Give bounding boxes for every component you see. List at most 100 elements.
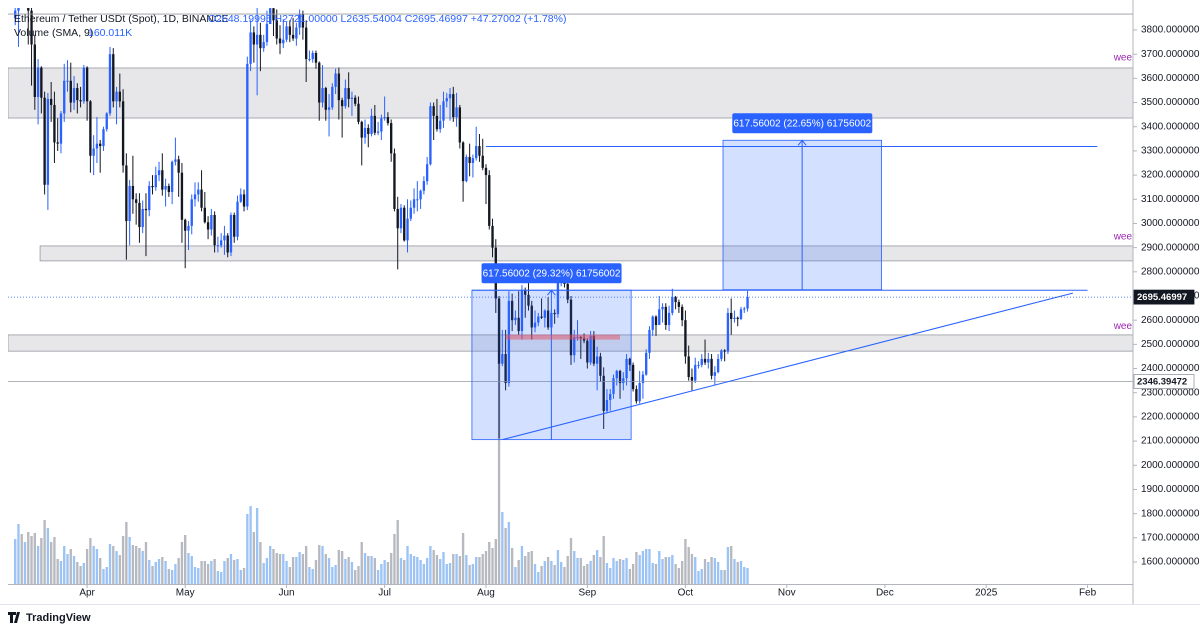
measure-label-box xyxy=(481,263,622,284)
candle-body xyxy=(197,189,200,195)
candle-body xyxy=(128,185,131,222)
candle-body xyxy=(174,159,177,162)
volume-bar xyxy=(618,559,622,584)
volume-bar xyxy=(17,524,20,584)
volume-bar xyxy=(514,567,517,584)
candle-body xyxy=(246,63,249,207)
candle-body xyxy=(595,356,599,364)
x-tick-label: Nov xyxy=(778,588,796,599)
y-tick-label: 2600.000000 xyxy=(1141,315,1200,326)
volume-bar xyxy=(720,570,723,584)
volume-bar xyxy=(262,563,265,584)
candle-body xyxy=(151,185,154,188)
candle-body xyxy=(429,106,432,165)
volume-bar xyxy=(736,562,739,584)
volume-bar xyxy=(59,561,63,584)
candle-body xyxy=(269,8,272,24)
volume-bar xyxy=(478,557,481,584)
candle-body xyxy=(425,164,429,182)
candle-body xyxy=(537,316,540,323)
volume-bar xyxy=(79,566,82,584)
candle-body xyxy=(33,44,36,97)
candle-body xyxy=(465,156,468,182)
volume-bar xyxy=(455,554,458,584)
candle-body xyxy=(658,309,661,326)
volume-bar xyxy=(664,557,667,584)
volume-bar xyxy=(161,557,164,584)
volume-bar xyxy=(360,542,363,584)
candle-body xyxy=(406,218,409,241)
volume-bar xyxy=(66,554,69,584)
volume-bar xyxy=(651,563,654,584)
volume-bar xyxy=(631,564,635,584)
volume-bar xyxy=(412,556,416,584)
candle-body xyxy=(210,214,213,230)
candle-body xyxy=(49,98,53,105)
volume-bar xyxy=(216,571,220,584)
candle-body xyxy=(726,312,730,352)
candle-body xyxy=(340,100,344,107)
volume-bar xyxy=(308,567,311,584)
volume-bar xyxy=(14,539,17,584)
candle-body xyxy=(700,358,703,365)
candle-body xyxy=(337,73,341,101)
candle-body xyxy=(746,297,749,309)
volume-bar xyxy=(337,550,341,584)
volume-bar xyxy=(226,558,229,584)
volume-bar xyxy=(677,568,681,584)
volume-bar xyxy=(533,564,537,584)
volume-bar xyxy=(291,557,295,584)
candle-body xyxy=(389,123,393,154)
candle-body xyxy=(357,103,360,122)
candle-body xyxy=(308,59,311,61)
candle-body xyxy=(386,117,390,124)
candle-body xyxy=(154,175,157,188)
x-tick-label: Jul xyxy=(378,588,391,599)
volume-bar xyxy=(409,554,412,584)
volume-bar xyxy=(432,550,435,584)
y-tick-label: 2900.000000 xyxy=(1141,242,1200,253)
y-tick-label: 3700.000000 xyxy=(1141,49,1200,60)
volume-bar xyxy=(550,561,553,584)
candle-body xyxy=(452,94,455,118)
candle-body xyxy=(288,26,291,35)
candle-body xyxy=(383,117,386,119)
volume-bar xyxy=(599,557,602,584)
candle-body xyxy=(478,146,481,156)
volume-bar xyxy=(612,558,615,584)
candle-body xyxy=(331,86,334,108)
volume-bar xyxy=(743,567,746,584)
volume-bar xyxy=(376,570,380,584)
volume-bar xyxy=(393,534,396,584)
y-tick-label: 3400.000000 xyxy=(1141,121,1200,132)
volume-bar xyxy=(540,566,543,584)
candle-body xyxy=(739,309,743,319)
plot-area: 617.56002 (29.32%) 61756002 617.56002 (22… xyxy=(8,8,1133,584)
volume-bar xyxy=(350,562,354,584)
candle-body xyxy=(190,199,193,226)
candle-body xyxy=(40,67,43,98)
volume-bar xyxy=(363,553,367,584)
volume-bar xyxy=(635,552,638,584)
candle-body xyxy=(236,201,239,237)
volume-bar xyxy=(203,561,206,584)
candle-body xyxy=(468,156,471,164)
volume-title: Volume (SMA, 9) xyxy=(14,27,93,39)
candle-body xyxy=(170,161,174,193)
volume-bar xyxy=(180,542,184,584)
volume-bar xyxy=(213,559,216,584)
candle-body xyxy=(599,356,602,376)
volume-bar xyxy=(118,555,121,584)
candle-body xyxy=(488,175,491,226)
volume-bar xyxy=(491,548,494,584)
volume-bar xyxy=(20,534,23,584)
volume-bar xyxy=(716,562,720,584)
candle-body xyxy=(318,62,321,103)
candle-body xyxy=(661,306,664,310)
volume-bar xyxy=(187,553,190,584)
volume-bar xyxy=(448,563,452,584)
candle-body xyxy=(527,294,530,306)
volume-bar xyxy=(703,559,707,584)
volume-bar xyxy=(648,549,651,584)
